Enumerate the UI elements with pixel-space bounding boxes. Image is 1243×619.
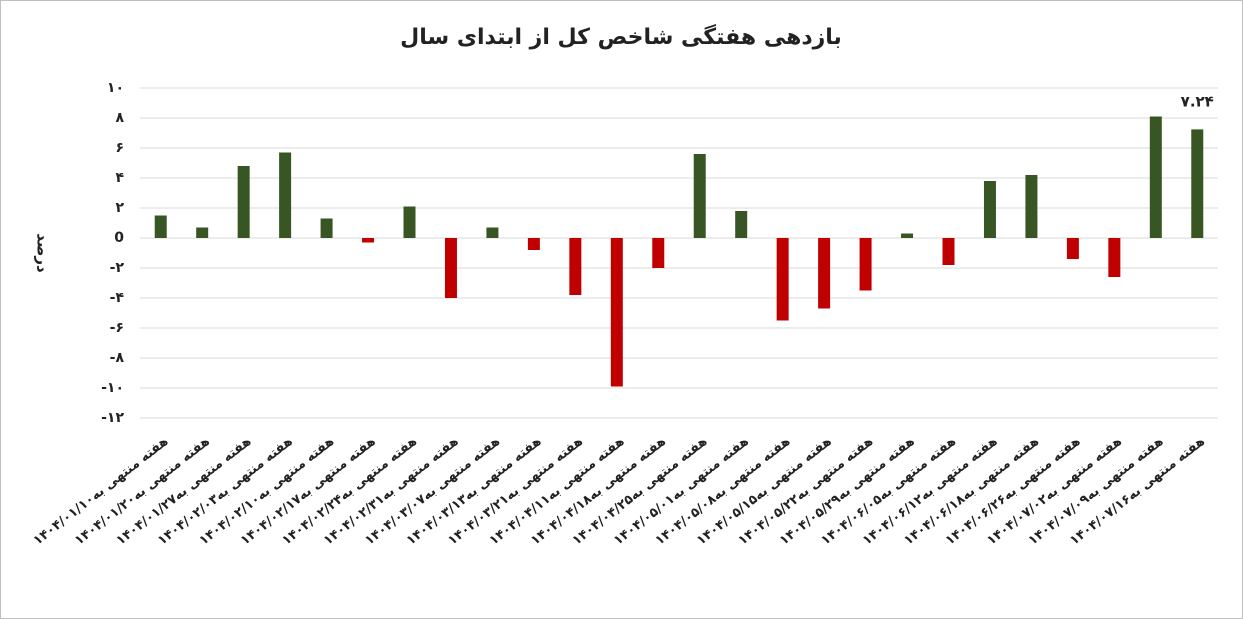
y-tick-label: -۲ <box>110 260 125 276</box>
chart-title: بازدهی هفتگی شاخص کل از ابتدای سال <box>400 23 842 50</box>
y-tick-label: ۴ <box>115 170 124 186</box>
y-tick-label: ۲ <box>115 200 124 216</box>
y-tick-label: -۶ <box>110 320 124 336</box>
bar <box>610 238 623 387</box>
bar <box>486 227 499 238</box>
bar <box>1108 238 1121 277</box>
y-tick-label: ۱۰ <box>107 80 124 96</box>
y-tick-label: -۴ <box>110 290 125 306</box>
data-label: ۷.۲۴ <box>1181 93 1214 111</box>
bar <box>403 206 416 238</box>
bar <box>320 218 333 238</box>
bar <box>901 233 914 238</box>
bar <box>527 238 540 250</box>
bar <box>196 227 209 238</box>
bar <box>154 215 167 238</box>
bar <box>983 181 996 238</box>
y-tick-label: -۱۰ <box>101 380 124 396</box>
bar <box>652 238 665 268</box>
y-axis-label: درصد <box>34 233 52 273</box>
bar <box>279 152 292 238</box>
bar <box>444 238 457 298</box>
bar <box>776 238 789 321</box>
bar <box>1066 238 1079 259</box>
bar <box>818 238 831 309</box>
y-tick-label: -۸ <box>110 350 125 366</box>
bar <box>942 238 955 265</box>
bar <box>693 154 706 238</box>
y-tick-label: 0 <box>114 230 124 246</box>
y-tick-label: ۶ <box>115 140 124 156</box>
bar <box>362 238 375 243</box>
y-tick-label: -۱۲ <box>101 410 124 426</box>
bar <box>859 238 872 291</box>
bar <box>735 211 748 238</box>
bar <box>1191 129 1204 238</box>
y-tick-label: ۸ <box>115 110 124 126</box>
bar <box>1149 116 1162 238</box>
bar <box>1025 175 1038 238</box>
bar <box>569 238 582 295</box>
bar <box>237 166 250 238</box>
